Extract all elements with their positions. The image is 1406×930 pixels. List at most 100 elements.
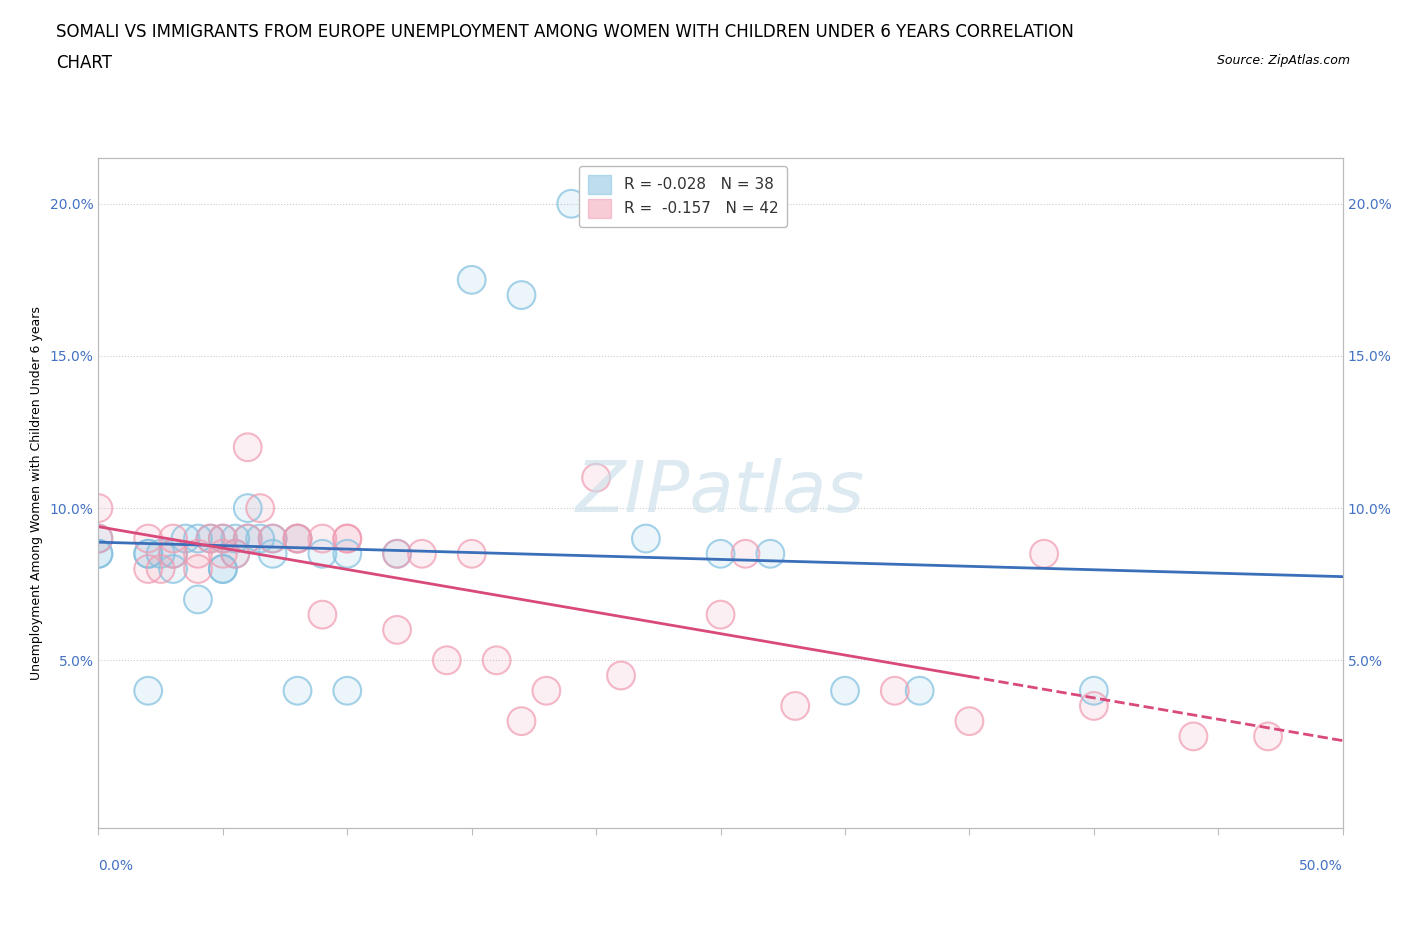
Point (187, 546, 209, 561)
Point (1083, 684, 1105, 698)
Point (460, 272, 484, 287)
Point (485, 653, 508, 668)
Point (560, 196, 582, 211)
Point (710, 607, 733, 622)
Text: 50.0%: 50.0% (1299, 858, 1343, 872)
Point (212, 531, 235, 546)
Point (236, 500, 259, 515)
Point (200, 531, 222, 546)
Point (1182, 729, 1205, 744)
Point (187, 531, 209, 546)
Point (200, 531, 222, 546)
Point (174, 531, 197, 546)
Point (162, 546, 184, 561)
Point (785, 698, 807, 713)
Point (136, 531, 159, 546)
Point (187, 546, 209, 561)
Point (149, 546, 172, 561)
Point (908, 684, 931, 698)
Point (162, 531, 184, 546)
Point (460, 546, 484, 561)
Text: Source: ZipAtlas.com: Source: ZipAtlas.com (1216, 54, 1350, 67)
Point (212, 531, 235, 546)
Point (212, 546, 235, 561)
Point (759, 546, 782, 561)
Point (311, 607, 333, 622)
Point (262, 531, 284, 546)
Point (162, 562, 184, 577)
Point (287, 684, 309, 698)
Text: SOMALI VS IMMIGRANTS FROM EUROPE UNEMPLOYMENT AMONG WOMEN WITH CHILDREN UNDER 6 : SOMALI VS IMMIGRANTS FROM EUROPE UNEMPLO… (56, 23, 1074, 41)
Point (262, 546, 284, 561)
Point (187, 562, 209, 577)
Point (311, 531, 333, 546)
Point (136, 684, 159, 698)
Point (336, 531, 359, 546)
Point (87, 531, 110, 546)
Point (136, 562, 159, 577)
Point (174, 531, 197, 546)
Point (460, 546, 484, 561)
Point (287, 531, 309, 546)
Point (785, 698, 807, 713)
Point (287, 531, 309, 546)
Point (336, 546, 359, 561)
Point (336, 531, 359, 546)
Point (1182, 729, 1205, 744)
Point (236, 531, 259, 546)
Point (436, 653, 458, 668)
Legend: R = -0.028   N = 38, R =  -0.157   N = 42: R = -0.028 N = 38, R = -0.157 N = 42 (579, 166, 787, 227)
Text: ZIPatlas: ZIPatlas (576, 458, 865, 527)
Point (224, 546, 246, 561)
Point (136, 531, 159, 546)
Point (710, 546, 733, 561)
Point (149, 562, 172, 577)
Point (212, 531, 235, 546)
Point (834, 684, 856, 698)
Point (336, 684, 359, 698)
Point (87, 546, 110, 561)
Point (610, 668, 633, 683)
Point (212, 546, 235, 561)
Point (212, 531, 235, 546)
Point (200, 531, 222, 546)
Point (710, 607, 733, 622)
Point (485, 653, 508, 668)
Point (336, 531, 359, 546)
Point (224, 531, 246, 546)
Point (87, 531, 110, 546)
Point (224, 546, 246, 561)
Point (385, 622, 408, 637)
Point (236, 531, 259, 546)
Point (585, 471, 607, 485)
Point (536, 684, 558, 698)
Point (224, 546, 246, 561)
Point (385, 546, 408, 561)
Point (287, 684, 309, 698)
Point (236, 531, 259, 546)
Point (236, 440, 259, 455)
Point (87, 500, 110, 515)
Point (311, 531, 333, 546)
Point (436, 653, 458, 668)
Point (1083, 698, 1105, 713)
Point (1083, 684, 1105, 698)
Point (460, 272, 484, 287)
Point (236, 531, 259, 546)
Point (200, 531, 222, 546)
Point (385, 546, 408, 561)
Point (510, 287, 533, 302)
Point (149, 562, 172, 577)
Point (908, 684, 931, 698)
Point (287, 531, 309, 546)
Point (187, 592, 209, 607)
Point (87, 500, 110, 515)
Point (1257, 729, 1279, 744)
Point (262, 546, 284, 561)
Point (1257, 729, 1279, 744)
Point (1033, 546, 1056, 561)
Point (162, 546, 184, 561)
Point (249, 531, 271, 546)
Point (710, 546, 733, 561)
Point (734, 546, 756, 561)
